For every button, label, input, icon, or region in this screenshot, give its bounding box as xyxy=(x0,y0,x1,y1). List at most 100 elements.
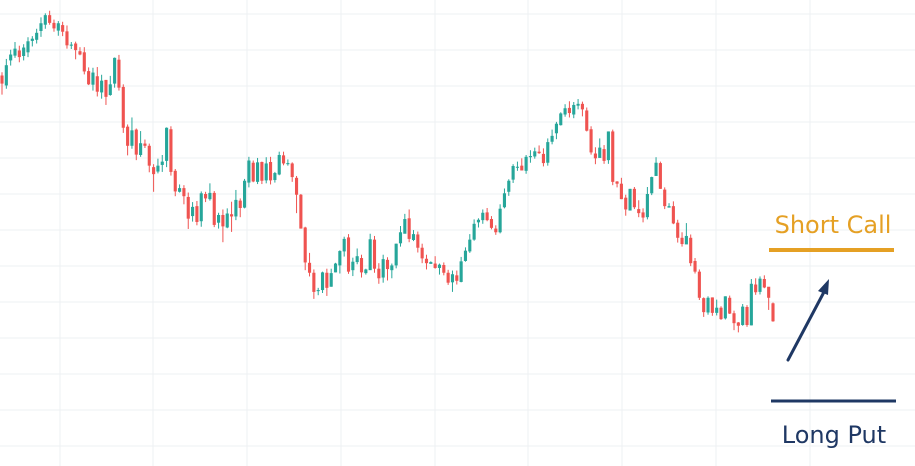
candle xyxy=(619,177,623,200)
candle-body xyxy=(230,214,234,217)
candle-body xyxy=(247,160,251,183)
candle-body xyxy=(533,151,537,157)
candle xyxy=(736,322,740,333)
candle xyxy=(437,263,442,275)
candle xyxy=(528,150,532,163)
candle-body xyxy=(485,212,489,221)
candle xyxy=(221,209,225,243)
candle-body xyxy=(728,297,732,314)
long-put-label: Long Put xyxy=(782,421,886,449)
candle xyxy=(754,278,758,295)
candle-body xyxy=(697,271,701,298)
candle-body xyxy=(511,166,515,180)
candle-body xyxy=(325,272,329,288)
candle xyxy=(602,145,606,164)
candle xyxy=(255,157,260,185)
candle-body xyxy=(100,80,104,93)
candle-body xyxy=(381,259,385,278)
candle-body xyxy=(199,193,203,222)
candle-body xyxy=(204,194,208,199)
candle xyxy=(69,42,73,50)
candle xyxy=(580,101,584,117)
candle-body xyxy=(372,239,377,269)
candle xyxy=(377,263,381,284)
candle xyxy=(9,49,13,66)
candle xyxy=(628,188,632,211)
candle-body xyxy=(632,188,636,208)
candle-body xyxy=(277,154,281,175)
candle xyxy=(476,218,481,228)
candle-body xyxy=(520,165,524,171)
candle-body xyxy=(650,177,654,194)
candle xyxy=(212,191,216,228)
candle-body xyxy=(169,129,173,172)
candle xyxy=(550,129,554,145)
candle-body xyxy=(710,297,714,313)
candle-body xyxy=(152,167,156,175)
candle xyxy=(134,128,138,161)
candle xyxy=(104,79,108,105)
candle xyxy=(121,84,125,133)
candle xyxy=(87,67,91,86)
candle xyxy=(723,296,727,320)
candle xyxy=(463,247,468,262)
candle xyxy=(78,47,82,56)
candle xyxy=(745,305,749,327)
candle-series xyxy=(0,10,775,333)
candle-body xyxy=(758,278,762,292)
candle-body xyxy=(4,65,8,86)
candle xyxy=(455,270,459,285)
candle-body xyxy=(65,31,69,46)
candle xyxy=(52,19,56,32)
candle-body xyxy=(459,261,463,282)
candle xyxy=(398,226,403,247)
candle xyxy=(684,223,688,245)
candle-body xyxy=(541,153,545,164)
candle xyxy=(238,198,242,218)
candle-body xyxy=(637,209,641,214)
candle-body xyxy=(771,303,775,322)
candle-body xyxy=(294,177,299,195)
candle-body xyxy=(303,227,307,263)
candle xyxy=(585,107,589,132)
candle xyxy=(485,207,489,222)
candle-body xyxy=(593,153,597,159)
candle-body xyxy=(455,275,459,281)
candle-body xyxy=(243,180,247,208)
candle xyxy=(247,156,251,188)
candle xyxy=(82,47,86,75)
candle-body xyxy=(52,22,56,29)
candle-body xyxy=(658,163,662,189)
candle xyxy=(446,269,450,285)
candle-body xyxy=(312,272,316,292)
candle xyxy=(481,209,485,224)
candle-body xyxy=(420,247,424,259)
candle xyxy=(758,276,762,295)
candle-body xyxy=(39,23,43,31)
candle-body xyxy=(351,261,355,271)
candle-body xyxy=(87,71,91,85)
candle xyxy=(359,254,364,278)
up-arrow-icon xyxy=(786,279,829,362)
candle xyxy=(494,225,498,235)
candle xyxy=(204,191,208,203)
candle xyxy=(56,21,60,36)
candle xyxy=(364,268,368,275)
candle xyxy=(658,161,662,189)
candle-body xyxy=(364,269,368,274)
candle-body xyxy=(433,263,437,268)
candle-body xyxy=(121,86,125,128)
candle-body xyxy=(35,32,39,40)
candle xyxy=(593,147,597,165)
candle xyxy=(771,302,775,322)
candle xyxy=(22,44,26,61)
candle xyxy=(281,151,286,166)
candle-body xyxy=(268,161,273,181)
candle xyxy=(615,181,619,188)
candle-body xyxy=(494,228,498,233)
candle xyxy=(507,179,511,196)
candle xyxy=(91,67,95,91)
candle-body xyxy=(139,143,143,155)
candle-body xyxy=(69,44,73,46)
candle-body xyxy=(91,72,95,85)
